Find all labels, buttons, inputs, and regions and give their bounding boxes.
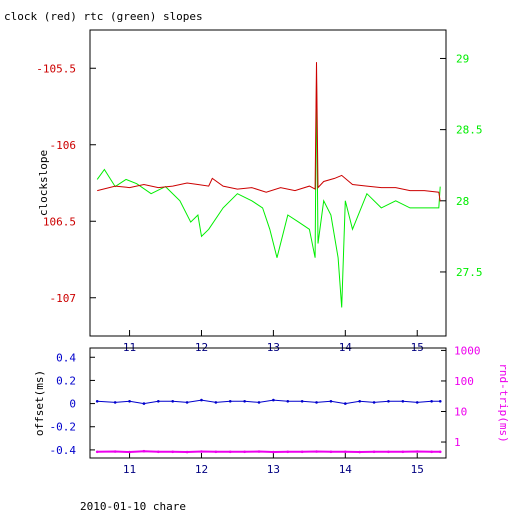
rndtrip-point — [228, 450, 232, 454]
bottom-panel-right-axis: 1000 100 10 1 — [441, 344, 481, 449]
offset-point — [315, 401, 318, 404]
bottom-panel: offset(ms) rnd-trip(ms) 0.40.20-0.2-0.4 … — [33, 344, 510, 476]
bottom-ytick-label: -0.4 — [50, 444, 77, 457]
offset-point — [128, 399, 131, 403]
rndtrip-point — [142, 449, 146, 453]
rndtrip-point — [300, 450, 304, 454]
rndtrip-point — [95, 450, 99, 454]
bottom-panel-x-axis: 11 12 13 14 15 — [123, 453, 424, 476]
top-ytick-label: -107 — [50, 292, 77, 305]
top-panel-left-axis: -105.5 -106 106.5 -107 — [36, 62, 96, 305]
top-panel-x-axis: 11 12 13 14 15 — [123, 330, 424, 354]
rndtrip-point — [387, 450, 390, 454]
bottom-ytick-label: 0.2 — [56, 374, 76, 387]
rndtrip-point — [171, 450, 175, 454]
offset-point — [157, 399, 160, 403]
bottom-y2tick-label: 10 — [454, 405, 467, 418]
rndtrip-point — [200, 450, 203, 453]
top-ytick-label: -106 — [50, 139, 77, 152]
offset-point — [228, 399, 232, 403]
offset-point — [438, 399, 442, 403]
offset-point — [95, 399, 99, 403]
offset-point — [430, 399, 433, 403]
top-panel-ylabel: clockslope — [37, 150, 50, 216]
bottom-ytick-label: -0.2 — [50, 421, 77, 434]
top-panel-right-axis: 29 28.5 28 27.5 — [440, 52, 483, 279]
bottom-ytick-label: 0.4 — [56, 351, 76, 364]
bottom-xtick-label: 15 — [411, 463, 424, 476]
top-ytick-label: -105.5 — [36, 62, 76, 75]
rndtrip-point — [157, 450, 160, 454]
bottom-xtick-label: 11 — [123, 463, 136, 476]
bottom-y2tick-label: 100 — [454, 375, 474, 388]
rndtrip-point — [438, 450, 442, 454]
bottom-panel-left-axis: 0.4 0.2 0 -0.2 -0.4 — [50, 351, 95, 457]
bottom-panel-series — [95, 398, 442, 454]
rndtrip-point — [358, 450, 361, 454]
offset-point — [401, 399, 405, 403]
offset-point — [300, 399, 304, 403]
top-y2tick-label: 27.5 — [456, 266, 483, 279]
offset-point — [372, 401, 376, 404]
rndtrip-point — [315, 450, 318, 453]
offset-point — [344, 402, 347, 405]
rndtrip-point — [286, 450, 290, 454]
chart-title: clock (red) rtc (green) slopes — [4, 10, 203, 23]
bottom-xtick-label: 12 — [195, 463, 208, 476]
rndtrip-point — [372, 450, 376, 454]
bottom-panel-frame — [89, 347, 447, 459]
top-panel-series — [96, 62, 441, 308]
rndtrip-point — [257, 450, 261, 453]
rndtrip-point — [214, 450, 218, 454]
rndtrip-point — [415, 450, 419, 453]
footer-label: 2010-01-10 chare — [80, 500, 186, 512]
rndtrip-point — [272, 450, 275, 454]
rndtrip-point — [401, 450, 405, 454]
bottom-xtick-label: 14 — [339, 463, 353, 476]
bottom-ytick-label: 0 — [69, 398, 76, 411]
rndtrip-point — [113, 450, 117, 453]
top-y2tick-label: 29 — [456, 52, 469, 65]
offset-point — [214, 401, 218, 404]
rndtrip-point — [185, 450, 189, 454]
offset-point — [171, 399, 175, 403]
rndtrip-point — [329, 450, 333, 454]
offset-point — [113, 401, 117, 404]
offset-point — [272, 398, 275, 402]
offset-point — [415, 401, 419, 404]
offset-point — [200, 398, 203, 402]
offset-point — [185, 401, 189, 404]
clock-slope-line — [97, 62, 441, 202]
bottom-xtick-label: 13 — [267, 463, 280, 476]
rndtrip-point — [243, 450, 246, 454]
offset-point — [329, 399, 333, 403]
top-panel-frame — [89, 29, 447, 337]
rndtrip-point — [430, 450, 433, 454]
rndtrip-point — [128, 450, 131, 454]
top-y2tick-label: 28 — [456, 195, 469, 208]
offset-point — [286, 399, 290, 403]
bottom-y2tick-label: 1000 — [454, 344, 481, 357]
offset-point — [257, 401, 261, 404]
bottom-panel-ylabel: offset(ms) — [33, 370, 46, 436]
offset-point — [358, 399, 361, 403]
bottom-y2tick-label: 1 — [454, 436, 461, 449]
offset-point — [243, 399, 246, 403]
offset-point — [387, 399, 390, 403]
rndtrip-point — [344, 450, 347, 454]
top-ytick-label: 106.5 — [43, 215, 76, 228]
rtc-slope-line — [96, 79, 441, 308]
bottom-panel-y2label: rnd-trip(ms) — [497, 363, 510, 442]
offset-point — [142, 402, 146, 405]
top-y2tick-label: 28.5 — [456, 124, 483, 137]
